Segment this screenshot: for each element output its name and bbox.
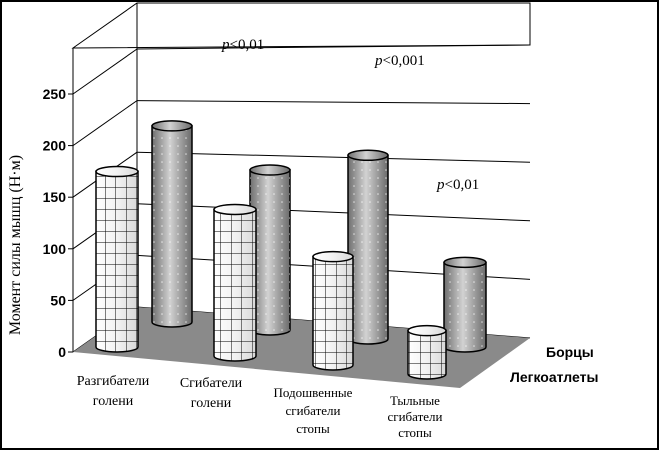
bar-series-1-0-top <box>151 120 193 132</box>
bar-series-1-1 <box>249 164 291 336</box>
bar-series-2-0-top <box>95 165 139 178</box>
bar-series-2-3 <box>407 324 447 380</box>
bar-series-2-1-texture <box>214 209 256 361</box>
category-label: Сгибатели голени <box>180 376 243 411</box>
category-labels: Разгибатели голени Сгибатели голени Подошвен… <box>77 374 443 440</box>
grid-line-back <box>136 151 531 163</box>
category-label: Тыльные сгибатели стопы <box>387 393 442 440</box>
bar-series-1-3-top <box>443 256 487 269</box>
bar-series-2-1-top <box>213 203 257 216</box>
y-axis-ticks: 0 50 100 150 200 250 <box>43 86 73 360</box>
bar-series-1-2-top <box>347 149 389 162</box>
bar-series-2-0 <box>95 165 139 353</box>
legend-series-2: Легкоатлеты <box>510 369 598 385</box>
bar-series-1-3-texture <box>444 262 486 352</box>
y-tick-label: 100 <box>43 241 67 257</box>
y-tick-label: 150 <box>43 189 67 205</box>
bar-series-1-1-texture <box>250 170 290 335</box>
bar-series-2-1 <box>213 203 257 362</box>
bar-series-2-0-texture <box>96 171 138 352</box>
bars <box>95 120 487 380</box>
bar-series-1-3 <box>443 256 487 353</box>
bar-series-1-0-texture <box>152 125 192 327</box>
grid-line-back <box>136 203 531 222</box>
bar-series-2-3-top <box>407 324 447 337</box>
y-tick-label: 50 <box>50 292 66 308</box>
bar-series-2-2-texture <box>313 256 353 370</box>
annotation-p-2: p<0,001 <box>374 53 425 69</box>
bar-series-1-2 <box>347 149 389 345</box>
bar-series-1-0 <box>151 120 193 328</box>
y-axis-label: Момент силы мышц (Н·м) <box>7 155 24 335</box>
y-tick-label: 200 <box>43 138 67 154</box>
grid-line-back <box>136 100 531 105</box>
category-label: Разгибатели голени <box>77 374 150 409</box>
category-label: Подошвенные сгибатели стопы <box>274 385 353 436</box>
grid-line-back <box>136 44 531 50</box>
bar-series-1-2-texture <box>348 155 388 344</box>
annotation-p-1: p<0,01 <box>221 37 264 53</box>
grid-line-left <box>72 48 138 95</box>
legend-series-1: Борцы <box>546 344 594 360</box>
back-wall-outline <box>71 2 531 49</box>
bar-series-1-1-top <box>249 164 291 176</box>
y-tick-label: 0 <box>58 344 66 360</box>
bar-series-2-3-texture <box>408 330 446 379</box>
y-tick-label: 250 <box>43 86 67 102</box>
grid-line-left <box>72 100 138 147</box>
bar-series-2-2 <box>312 250 354 371</box>
annotation-p-3: p<0,01 <box>436 177 479 193</box>
bar-series-2-2-top <box>312 250 354 263</box>
